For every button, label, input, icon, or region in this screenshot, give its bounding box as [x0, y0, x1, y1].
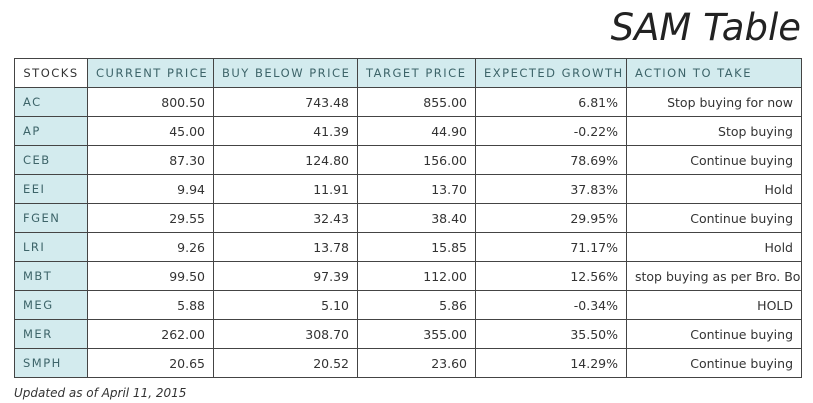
table-cell: 800.50 — [87, 87, 214, 117]
stock-cell: AP — [14, 116, 88, 146]
column-header: CURRENT PRICE — [87, 58, 214, 88]
table-row: EEI 9.94 11.91 13.70 37.83% Hold — [14, 174, 802, 204]
table-cell: Stop buying for now — [626, 87, 802, 117]
table-row: SMPH 20.65 20.52 23.60 14.29% Continue buying — [14, 348, 802, 378]
table-cell: Continue buying — [626, 145, 802, 175]
table-cell: 12.56% — [475, 261, 627, 291]
table-cell: Hold — [626, 232, 802, 262]
table-cell: Stop buying — [626, 116, 802, 146]
table-cell: 6.81% — [475, 87, 627, 117]
stock-cell: EEI — [14, 174, 88, 204]
stock-cell: MEG — [14, 290, 88, 320]
stock-cell: AC — [14, 87, 88, 117]
column-header: STOCKS — [14, 58, 88, 88]
column-header: ACTION TO TAKE — [626, 58, 802, 88]
table-cell: 743.48 — [213, 87, 358, 117]
stock-cell: MER — [14, 319, 88, 349]
stock-cell: CEB — [14, 145, 88, 175]
table-row: MEG 5.88 5.10 5.86 -0.34% HOLD — [14, 290, 802, 320]
table-cell: 15.85 — [357, 232, 476, 262]
column-header: TARGET PRICE — [357, 58, 476, 88]
table-cell: 9.26 — [87, 232, 214, 262]
stock-cell: SMPH — [14, 348, 88, 378]
table-cell: 32.43 — [213, 203, 358, 233]
column-header: BUY BELOW PRICE — [213, 58, 358, 88]
table-cell: 29.95% — [475, 203, 627, 233]
table-cell: 855.00 — [357, 87, 476, 117]
table-cell: 45.00 — [87, 116, 214, 146]
table-row: LRI 9.26 13.78 15.85 71.17% Hold — [14, 232, 802, 262]
table-cell: Continue buying — [626, 348, 802, 378]
table-row: MER 262.00 308.70 355.00 35.50% Continue buyi… — [14, 319, 802, 349]
table-cell: 71.17% — [475, 232, 627, 262]
stock-cell: LRI — [14, 232, 88, 262]
table-row: AP 45.00 41.39 44.90 -0.22% Stop buying — [14, 116, 802, 146]
table-cell: 20.52 — [213, 348, 358, 378]
table-cell: 44.90 — [357, 116, 476, 146]
table-cell: 35.50% — [475, 319, 627, 349]
table-cell: 112.00 — [357, 261, 476, 291]
column-header: EXPECTED GROWTH — [475, 58, 627, 88]
table-cell: -0.34% — [475, 290, 627, 320]
sam-table: STOCKS CURRENT PRICE BUY BELOW PRICE TARGET… — [14, 58, 802, 378]
title: SAM Table — [610, 6, 801, 49]
table-cell: 308.70 — [213, 319, 358, 349]
footer-note: Updated as of April 11, 2015 — [14, 386, 187, 400]
table-cell: 41.39 — [213, 116, 358, 146]
table-row: MBT 99.50 97.39 112.00 12.56% stop buying as … — [14, 261, 802, 291]
table-cell: 38.40 — [357, 203, 476, 233]
stock-cell: MBT — [14, 261, 88, 291]
table-cell: Continue buying — [626, 203, 802, 233]
table-cell: 13.70 — [357, 174, 476, 204]
table-cell: 97.39 — [213, 261, 358, 291]
table-cell: 14.29% — [475, 348, 627, 378]
table-cell: 99.50 — [87, 261, 214, 291]
table-cell: 37.83% — [475, 174, 627, 204]
table-body: AC 800.50 743.48 855.00 6.81% Stop buying for… — [14, 87, 802, 378]
header-row: STOCKS CURRENT PRICE BUY BELOW PRICE TARGET… — [14, 58, 802, 88]
table-cell: 355.00 — [357, 319, 476, 349]
table-cell: Hold — [626, 174, 802, 204]
table-cell: Continue buying — [626, 319, 802, 349]
table-cell: 78.69% — [475, 145, 627, 175]
table-cell: 5.86 — [357, 290, 476, 320]
table-cell: 9.94 — [87, 174, 214, 204]
table-cell: 23.60 — [357, 348, 476, 378]
table-cell: 29.55 — [87, 203, 214, 233]
stock-cell: FGEN — [14, 203, 88, 233]
table-cell: 262.00 — [87, 319, 214, 349]
table-cell: -0.22% — [475, 116, 627, 146]
table-cell: 124.80 — [213, 145, 358, 175]
table-cell: 87.30 — [87, 145, 214, 175]
table-cell: 11.91 — [213, 174, 358, 204]
table-cell: 5.88 — [87, 290, 214, 320]
table-cell: HOLD — [626, 290, 802, 320]
table-cell: stop buying as per Bro. Bo — [626, 261, 802, 291]
table-cell: 20.65 — [87, 348, 214, 378]
table-row: FGEN 29.55 32.43 38.40 29.95% Continue buying — [14, 203, 802, 233]
table-cell: 5.10 — [213, 290, 358, 320]
table-row: CEB 87.30 124.80 156.00 78.69% Continue buyin… — [14, 145, 802, 175]
table-cell: 13.78 — [213, 232, 358, 262]
table-cell: 156.00 — [357, 145, 476, 175]
table-row: AC 800.50 743.48 855.00 6.81% Stop buying for… — [14, 87, 802, 117]
